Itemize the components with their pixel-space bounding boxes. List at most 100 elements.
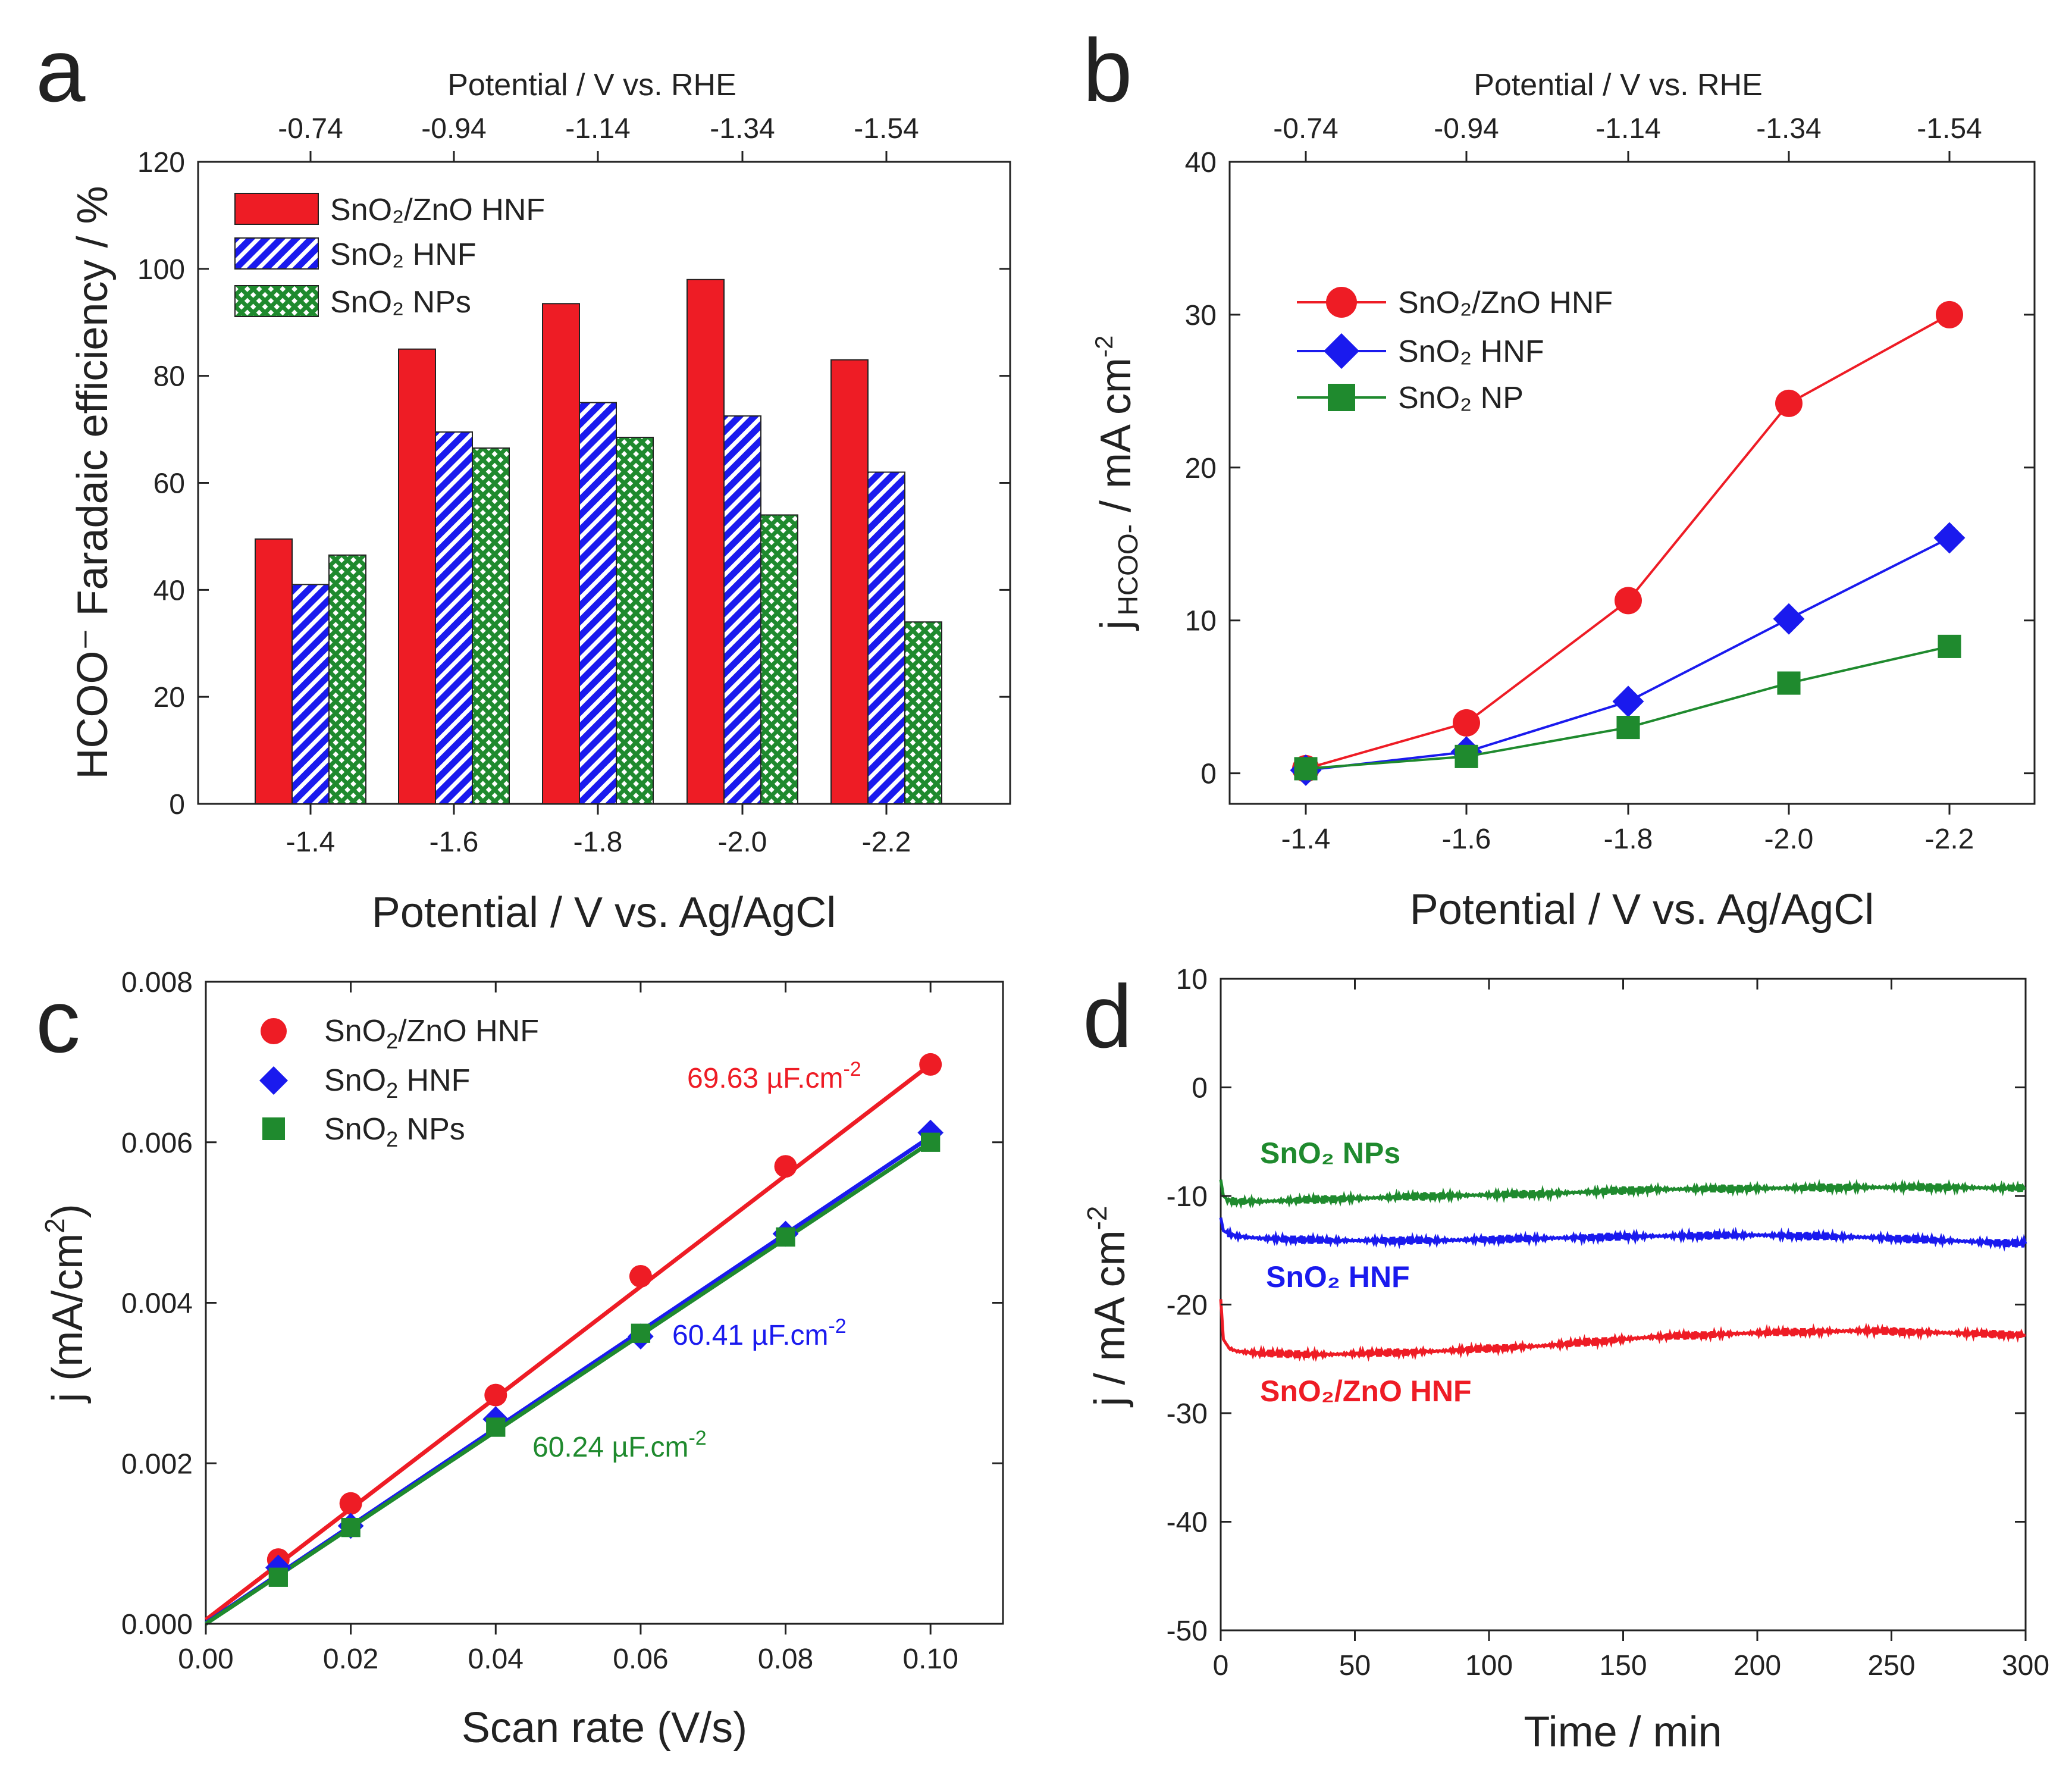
a-ytick-label-4: 80: [153, 361, 185, 393]
b-point-1-3: [1773, 603, 1805, 635]
b-xtick-label-0: -1.4: [1281, 823, 1331, 855]
c-ytick-label-3: 0.006: [121, 1128, 193, 1159]
a-xtick-label-3: -2.0: [718, 826, 767, 858]
label-d-sno2-zno-hnf: SnO₂/ZnO HNF: [1260, 1374, 1472, 1408]
panel-b-x-ticks: -1.4 -1.6 -1.8 -2.0 -2.2: [1281, 804, 1974, 855]
d-ytick-label-5: 0: [1192, 1073, 1208, 1104]
panel-a-bar-chart: a 0 20 40 60 80 100 120 -1.4 -1.6 -1.8 -2.0 -2.2 -…: [36, 20, 1011, 937]
c-ytick-label-2: 0.004: [121, 1288, 193, 1320]
b-toptick-label-2: -1.14: [1595, 113, 1660, 145]
panel-b-plot-frame: [1228, 161, 2036, 805]
b-point-2-2: [1616, 715, 1640, 740]
b-ytick-label-0: 0: [1200, 759, 1217, 790]
legend-swatch-sno2-hnf: [234, 237, 319, 270]
d-xtick-label-6: 300: [2002, 1650, 2049, 1682]
b-toptick-label-3: -1.34: [1756, 113, 1821, 145]
a-ytick-label-3: 60: [153, 468, 185, 500]
c-fit-line-2: [205, 1140, 932, 1626]
panel-c-legend: SnO2/ZnO HNF SnO2 HNF SnO2 NPs: [259, 1014, 539, 1151]
d-ytick-label-1: -40: [1167, 1507, 1208, 1539]
c-ytick-label-4: 0.008: [121, 967, 193, 998]
b-ytick-label-2: 20: [1185, 453, 1217, 484]
bar-2-0: [328, 554, 366, 804]
c-xtick-label-0: 0.00: [178, 1643, 233, 1675]
legend-label-sno2-np-b: SnO₂ NP: [1398, 381, 1524, 415]
panel-b-legend: SnO₂/ZnO HNF SnO₂ HNF SnO₂ NP: [1297, 286, 1613, 415]
c-point-0-4: [774, 1155, 797, 1178]
b-ytick-label-1: 10: [1185, 606, 1217, 637]
b-ytick-label-4: 40: [1185, 147, 1217, 179]
panel-b-x-axis-label: Potential / V vs. Ag/AgCl: [1410, 886, 1874, 934]
b-point-0-4: [1936, 300, 1963, 328]
b-ytick-label-3: 30: [1185, 300, 1217, 331]
bar-2-2: [616, 437, 654, 804]
b-xtick-label-1: -1.6: [1442, 823, 1491, 855]
panel-c-x-axis-label: Scan rate (V/s): [462, 1704, 747, 1752]
a-ytick-label-2: 40: [153, 575, 185, 606]
legend-marker-c-sno2-hnf: [259, 1066, 288, 1095]
c-point-0-1: [339, 1492, 362, 1515]
c-point-2-5: [921, 1132, 941, 1152]
d-ytick-label-2: -30: [1167, 1398, 1208, 1430]
legend-marker-sno2-hnf: [1324, 333, 1359, 369]
bar-1-0: [291, 584, 330, 804]
b-point-2-0: [1294, 757, 1318, 781]
bar-1-1: [435, 431, 473, 804]
c-xtick-label-1: 0.02: [323, 1643, 378, 1675]
legend-marker-c-sno2-zno: [261, 1018, 287, 1044]
b-xtick-label-2: -1.8: [1604, 823, 1653, 855]
d-ytick-label-3: -20: [1167, 1290, 1208, 1322]
b-toptick-label-1: -0.94: [1434, 113, 1499, 145]
d-trace-0: [1219, 1179, 2026, 1210]
bar-0-4: [830, 359, 869, 804]
panel-a-legend: SnO₂/ZnO HNF SnO₂ HNF SnO₂ NPs: [234, 193, 545, 320]
legend-marker-c-sno2-nps: [262, 1117, 285, 1140]
d-xtick-label-1: 50: [1339, 1650, 1371, 1682]
legend-label-sno2-hnf: SnO₂ HNF: [330, 237, 477, 272]
panel-b-series: [1290, 300, 1966, 786]
panel-d-y-ticks: -50 -40 -30 -20 -10 0 10: [1167, 964, 2026, 1647]
a-toptick-label-0: -0.74: [278, 113, 343, 145]
panel-b-top-axis-label: Potential / V vs. RHE: [1474, 68, 1763, 102]
b-toptick-label-0: -0.74: [1273, 113, 1338, 145]
b-point-0-2: [1615, 587, 1642, 615]
d-xtick-label-0: 0: [1213, 1650, 1229, 1682]
legend-label-c-sno2-zno: SnO2/ZnO HNF: [324, 1014, 539, 1053]
d-xtick-label-5: 250: [1867, 1650, 1915, 1682]
c-point-0-3: [629, 1264, 652, 1288]
bar-0-1: [398, 348, 436, 804]
a-xtick-label-1: -1.6: [430, 826, 479, 858]
bar-0-0: [255, 538, 293, 804]
bar-0-3: [687, 278, 725, 805]
legend-label-sno2-zno-hnf-b: SnO₂/ZnO HNF: [1398, 286, 1613, 320]
d-xtick-label-2: 100: [1465, 1650, 1513, 1682]
panel-d-x-axis-label: Time / min: [1524, 1708, 1722, 1756]
b-point-0-3: [1775, 389, 1803, 417]
panel-c-scatter-chart: c 0.000 0.002 0.004 0.006 0.008 0.00 0.02 0.04…: [36, 967, 1004, 1752]
c-point-2-4: [776, 1227, 795, 1247]
d-trace-2: [1219, 1299, 2026, 1362]
a-xtick-label-2: -1.8: [573, 826, 623, 858]
d-trace-1: [1219, 1217, 2027, 1252]
panel-d-y-axis-label: j / mA cm-2: [1082, 1206, 1134, 1408]
c-point-2-0: [268, 1567, 288, 1587]
c-ytick-label-1: 0.002: [121, 1448, 193, 1480]
c-point-2-1: [341, 1518, 361, 1538]
bar-2-4: [904, 621, 942, 804]
panel-c-y-axis-label: j (mA/cm2): [39, 1204, 92, 1404]
legend-marker-sno2-zno-hnf: [1326, 287, 1357, 318]
panel-a-bars: [255, 278, 942, 805]
legend-swatch-sno2-zno-hnf: [234, 193, 319, 225]
bar-2-1: [472, 447, 510, 804]
b-point-2-1: [1455, 744, 1478, 768]
bar-1-3: [723, 415, 761, 804]
panel-b-y-axis-label: jHCOO- / mA cm-2: [1090, 336, 1143, 631]
bar-2-3: [760, 514, 798, 804]
bar-0-2: [542, 303, 580, 804]
a-xtick-label-4: -2.2: [862, 826, 911, 858]
panel-d-x-ticks: 0 50 100 150 200 250 300: [1213, 979, 2049, 1682]
a-ytick-label-5: 100: [137, 254, 185, 286]
panel-b-top-ticks: -0.74 -0.94 -1.14 -1.34 -1.54: [1273, 113, 1982, 162]
c-point-0-2: [484, 1383, 507, 1407]
